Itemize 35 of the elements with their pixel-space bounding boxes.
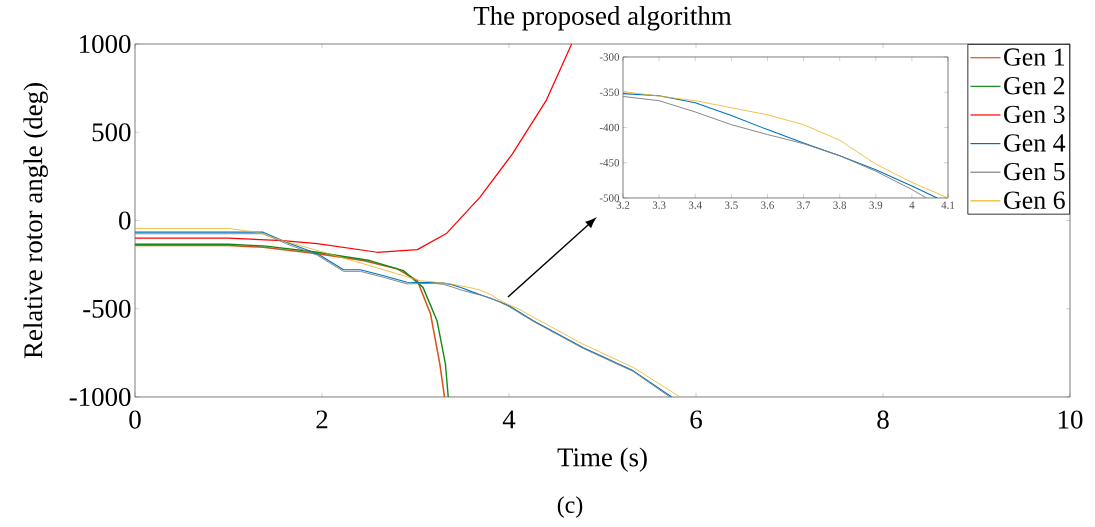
x-axis-title: Time (s) xyxy=(557,447,647,472)
y-tick-label: -500 xyxy=(599,194,620,202)
chart-title: The proposed algorithm xyxy=(473,6,732,31)
legend-label: Gen 4 xyxy=(1004,134,1066,152)
x-tick-label: 6 xyxy=(690,410,702,429)
legend-label: Gen 2 xyxy=(1004,77,1065,95)
x-tick-label: 8 xyxy=(877,410,889,429)
x-tick-label: 4 xyxy=(909,201,915,209)
legend-label: Gen 1 xyxy=(1004,48,1065,66)
legend-label: Gen 5 xyxy=(1004,162,1065,181)
legend-label: Gen 3 xyxy=(1004,105,1065,124)
x-tick-label: 3.3 xyxy=(652,201,666,209)
x-tick-label: 4 xyxy=(502,410,516,429)
line-series xyxy=(135,43,573,253)
y-tick-label: -350 xyxy=(599,88,620,96)
y-tick-label: -300 xyxy=(599,53,620,61)
y-tick-label: -1000 xyxy=(69,387,131,407)
legend-label: Gen 6 xyxy=(1004,191,1065,209)
y-tick-label: 1000 xyxy=(80,34,131,54)
x-tick-label: 2 xyxy=(316,410,328,429)
x-tick-label: 3.9 xyxy=(869,201,883,209)
y-tick-label: 500 xyxy=(92,123,131,142)
x-tick-label: 3.5 xyxy=(725,201,738,209)
x-tick-label: 3.7 xyxy=(797,201,811,209)
y-tick-label: -450 xyxy=(599,159,620,167)
y-tick-label: -500 xyxy=(83,299,131,318)
x-tick-label: 3.6 xyxy=(761,201,774,209)
y-tick-label: -400 xyxy=(599,123,620,132)
x-tick-label: 3.2 xyxy=(616,201,630,209)
x-tick-label: 10 xyxy=(1058,410,1083,429)
x-tick-label: 4.1 xyxy=(941,201,955,209)
text: (c) xyxy=(557,496,583,518)
x-tick-label: 3.8 xyxy=(833,201,847,209)
x-tick-label: 3.4 xyxy=(688,201,702,209)
y-axis-title: Relative rotor angle (deg) xyxy=(23,83,48,359)
